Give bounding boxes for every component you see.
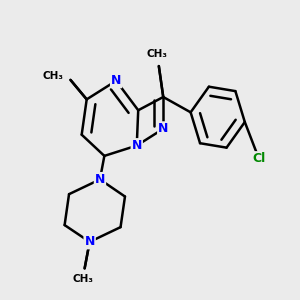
Text: CH₃: CH₃ bbox=[73, 274, 94, 284]
Text: N: N bbox=[111, 74, 121, 87]
Text: Cl: Cl bbox=[252, 152, 266, 165]
Text: CH₃: CH₃ bbox=[147, 49, 168, 59]
Text: N: N bbox=[85, 236, 95, 248]
Text: Cl: Cl bbox=[252, 152, 266, 165]
Text: N: N bbox=[158, 122, 168, 135]
Text: N: N bbox=[132, 139, 142, 152]
Text: CH₃: CH₃ bbox=[42, 70, 63, 80]
Text: N: N bbox=[95, 173, 105, 186]
